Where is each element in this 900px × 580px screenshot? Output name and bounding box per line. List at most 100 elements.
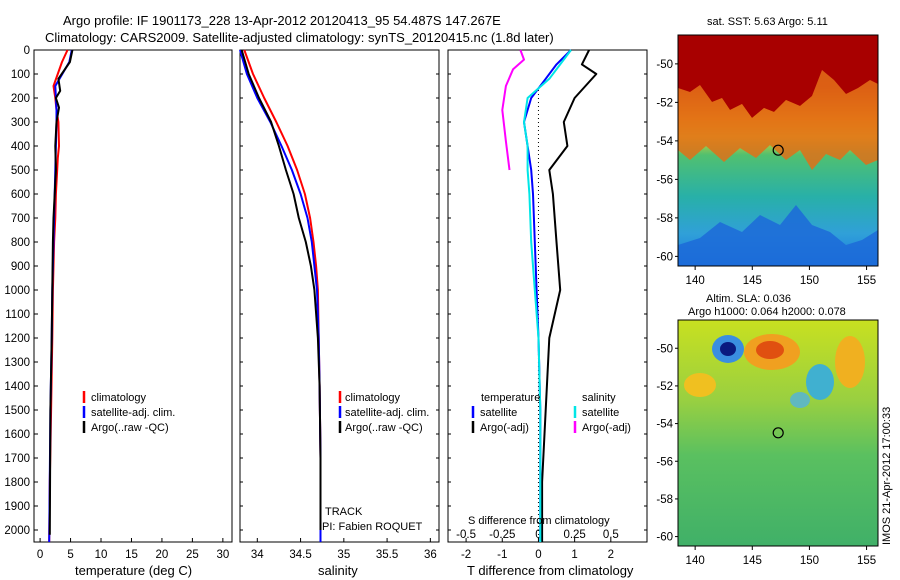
x-tick-label: 35.5 xyxy=(376,549,398,561)
x-tick-label: 20 xyxy=(156,549,169,561)
lon-tick-label: 150 xyxy=(800,555,819,567)
lat-tick-label: -52 xyxy=(656,97,673,109)
depth-tick-label: 400 xyxy=(11,141,30,153)
x-tick-label: 36 xyxy=(424,549,437,561)
sla-warm-eddy-3 xyxy=(835,336,865,388)
lat-tick-label: -60 xyxy=(656,251,673,263)
depth-tick-label: 900 xyxy=(11,261,30,273)
depth-tick-label: 1000 xyxy=(4,285,30,297)
sla-warm-eddy-core xyxy=(756,341,784,359)
x-tick-label: -1 xyxy=(497,549,507,561)
sla-map: Altim. SLA: 0.036 Argo h1000: 0.064 h200… xyxy=(656,293,879,567)
depth-tick-label: 1300 xyxy=(4,357,30,369)
lat-tick-label: -50 xyxy=(656,59,673,71)
lat-tick-label: -50 xyxy=(656,343,673,355)
lat-tick-label: -52 xyxy=(656,381,673,393)
sla-cold-eddy-3 xyxy=(790,392,810,408)
x-tick-label: 1 xyxy=(571,549,577,561)
depth-tick-label: 600 xyxy=(11,189,30,201)
legend-satellite-label: satellite-adj. clim. xyxy=(345,407,429,419)
imos-watermark: IMOS 21-Apr-2012 17:00:33 xyxy=(881,407,893,545)
x-tick-label: 34.5 xyxy=(289,549,311,561)
depth-tick-label: 700 xyxy=(11,213,30,225)
sst-transition-band xyxy=(678,70,878,170)
legend-salinity-title: salinity xyxy=(582,392,616,404)
x-tick-label: 35 xyxy=(337,549,350,561)
salinity-panel: 34 34.5 35 35.5 36 salinity climatology sate… xyxy=(239,49,440,578)
x-tick-label: 0 xyxy=(535,549,541,561)
temperature-plot-frame xyxy=(33,49,233,543)
depth-tick-label: 800 xyxy=(11,237,30,249)
sst-map-frame xyxy=(677,34,879,267)
salinity-plot-frame xyxy=(239,49,440,543)
legend-satellite-label: satellite-adj. clim. xyxy=(91,407,175,419)
depth-tick-label: 1700 xyxy=(4,453,30,465)
argo-position-marker xyxy=(772,144,784,156)
series-line-argo-adj- xyxy=(501,49,525,171)
lat-tick-label: -54 xyxy=(656,136,673,148)
lat-tick-label: -58 xyxy=(656,213,673,225)
legend-sal-argo-label: Argo(-adj) xyxy=(582,422,631,434)
legend-climatology-label: climatology xyxy=(345,392,401,404)
sla-map-title: Altim. SLA: 0.036 xyxy=(706,293,791,305)
depth-tick-label: 300 xyxy=(11,117,30,129)
x-tick-label: 30 xyxy=(216,549,229,561)
series-line-argo-adj- xyxy=(541,49,598,542)
lon-tick-label: 140 xyxy=(686,555,705,567)
sla-cold-eddy-2 xyxy=(806,364,834,400)
salinity-xlabel: salinity xyxy=(318,563,358,578)
argo-position-marker xyxy=(772,427,784,439)
legend-temp-argo-label: Argo(-adj) xyxy=(480,422,529,434)
x-tick-label: 0 xyxy=(37,549,43,561)
legend-argo-label: Argo(..raw -QC) xyxy=(345,422,423,434)
sla-warm-eddy-2 xyxy=(684,373,716,397)
lon-tick-label: 155 xyxy=(857,555,876,567)
x-tick-label: 15 xyxy=(125,549,138,561)
sla-map-subtitle: Argo h1000: 0.064 h2000: 0.078 xyxy=(688,306,846,318)
lat-tick-label: -54 xyxy=(656,419,673,431)
s-diff-tick-label: 0.25 xyxy=(563,529,585,541)
x-tick-label: 2 xyxy=(608,549,614,561)
lat-tick-label: -56 xyxy=(656,174,673,186)
legend-temp-satellite-label: satellite xyxy=(480,407,517,419)
lon-tick-label: 150 xyxy=(800,275,819,287)
depth-tick-label: 100 xyxy=(11,69,30,81)
t-difference-xlabel: T difference from climatology xyxy=(467,563,634,578)
sla-map-frame xyxy=(677,319,879,547)
s-diff-tick-label: -0.25 xyxy=(489,529,515,541)
depth-tick-label: 1600 xyxy=(4,429,30,441)
legend-argo-label: Argo(..raw -QC) xyxy=(91,422,169,434)
sla-cold-eddy-core xyxy=(720,342,736,356)
lat-tick-label: -56 xyxy=(656,456,673,468)
lat-tick-label: -58 xyxy=(656,494,673,506)
temperature-panel: 0 100 200 300 400 500 600 700 800 900 1000 1100 1200… xyxy=(4,45,233,578)
x-tick-label: 34 xyxy=(251,549,264,561)
depth-tick-label: 1900 xyxy=(4,501,30,513)
difference-legend: temperature satellite Argo(-adj) salinit… xyxy=(471,392,631,434)
temperature-legend: climatology satellite-adj. clim. Argo(..… xyxy=(82,391,175,434)
depth-tick-label: 1100 xyxy=(5,309,30,321)
figure-title-line1: Argo profile: IF 1901173_228 13-Apr-2012… xyxy=(63,13,501,28)
lon-tick-label: 145 xyxy=(743,275,762,287)
s-diff-tick-label: -0.5 xyxy=(456,529,476,541)
s-diff-tick-label: 0.5 xyxy=(603,529,619,541)
x-tick-label: -2 xyxy=(461,549,471,561)
x-tick-label: 10 xyxy=(95,549,108,561)
x-tick-label: 25 xyxy=(186,549,199,561)
figure-title-line2: Climatology: CARS2009. Satellite-adjuste… xyxy=(45,30,554,45)
lat-tick-label: -60 xyxy=(656,532,673,544)
s-difference-label: S difference from climatology xyxy=(468,515,610,527)
depth-tick-label: 2000 xyxy=(4,525,30,537)
depth-tick-label: 200 xyxy=(11,93,30,105)
difference-plot-frame xyxy=(447,49,648,543)
sst-cold-patch xyxy=(678,205,878,266)
series-line-argo-raw-qc- xyxy=(240,49,322,530)
series-line-satellite xyxy=(523,49,572,542)
depth-tick-label: 500 xyxy=(11,165,30,177)
depth-tick-label: 1400 xyxy=(4,381,30,393)
depth-tick-label: 1200 xyxy=(4,333,30,345)
legend-sal-satellite-label: satellite xyxy=(582,407,619,419)
sst-map-title: sat. SST: 5.63 Argo: 5.11 xyxy=(707,16,828,28)
